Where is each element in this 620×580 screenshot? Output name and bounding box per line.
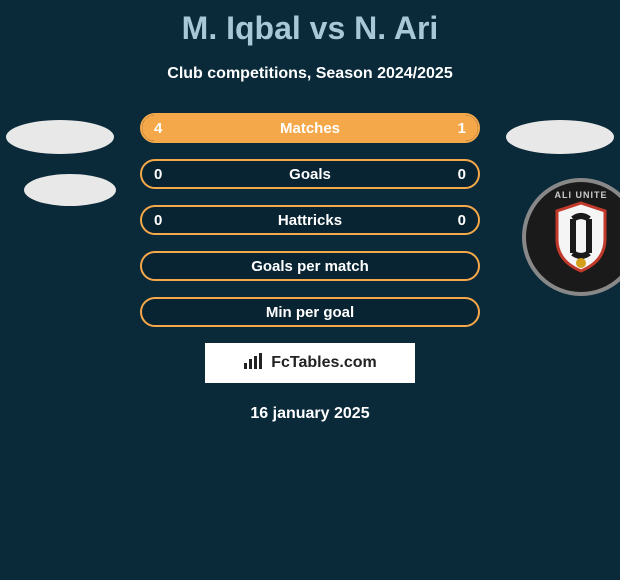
stats-container: 4 Matches 1 0 Goals 0 0 Hattricks 0 Goal… (140, 113, 480, 327)
branding-badge: FcTables.com (205, 343, 415, 383)
chart-icon (243, 352, 265, 375)
stat-label: Goals (142, 161, 478, 187)
stat-label: Goals per match (142, 253, 478, 279)
stat-row-goals: 0 Goals 0 (140, 159, 480, 189)
player2-club-crest: ALI UNITE (522, 178, 620, 296)
stat-value-right: 0 (458, 161, 466, 187)
stat-value-right: 1 (458, 115, 466, 141)
player2-club-logo-placeholder-1 (506, 120, 614, 154)
date-text: 16 january 2025 (0, 405, 620, 423)
branding-text: FcTables.com (271, 354, 377, 372)
player1-club-logo-placeholder-1 (6, 120, 114, 154)
stat-row-hattricks: 0 Hattricks 0 (140, 205, 480, 235)
stat-row-min-per-goal: Min per goal (140, 297, 480, 327)
stat-row-matches: 4 Matches 1 (140, 113, 480, 143)
stat-row-goals-per-match: Goals per match (140, 251, 480, 281)
shield-icon (551, 199, 611, 275)
stat-value-right: 0 (458, 207, 466, 233)
stat-label: Matches (142, 115, 478, 141)
stat-label: Min per goal (142, 299, 478, 325)
player1-club-logo-placeholder-2 (24, 174, 116, 206)
page-title: M. Iqbal vs N. Ari (0, 0, 620, 47)
stat-label: Hattricks (142, 207, 478, 233)
page-subtitle: Club competitions, Season 2024/2025 (0, 65, 620, 83)
